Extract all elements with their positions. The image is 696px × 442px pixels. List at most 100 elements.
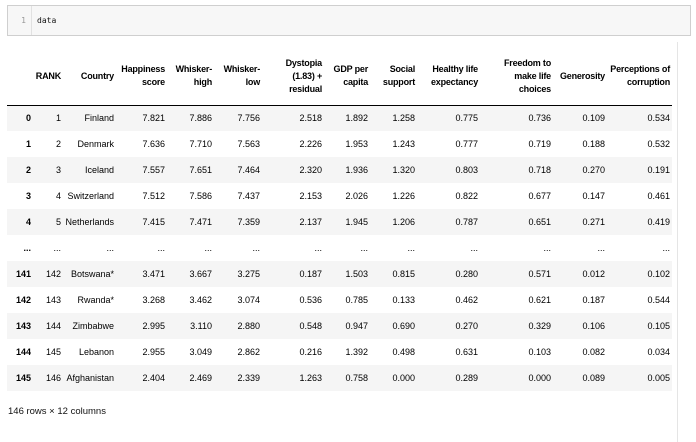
data-cell: 1.206 xyxy=(392,217,415,227)
column-header: Perceptions of corruption xyxy=(607,48,672,106)
data-cell: 0.082 xyxy=(582,347,605,357)
data-cell: 0.498 xyxy=(392,347,415,357)
data-cell: 0.106 xyxy=(582,321,605,331)
data-cell: 0.000 xyxy=(392,373,415,383)
data-cell: 1 xyxy=(55,113,61,124)
data-cell: ... xyxy=(314,243,322,253)
data-cell: 7.710 xyxy=(189,139,212,149)
row-index-cell: 145 xyxy=(15,373,31,383)
index-column-header xyxy=(7,48,33,106)
data-cell: 3.049 xyxy=(189,347,212,357)
data-cell: 0.280 xyxy=(455,269,478,279)
table-row: 145 146 Afghanistan 2.404 2.469 2.339 1.263 0.7… xyxy=(7,365,672,391)
data-cell: 0.787 xyxy=(455,217,478,227)
data-cell: 2.995 xyxy=(142,321,165,331)
data-cell: 0.719 xyxy=(528,139,551,149)
data-cell: 0.187 xyxy=(582,295,605,305)
table-row: 4 5 Netherlands 7.415 7.471 7.359 2.137 1.945 1.… xyxy=(7,209,672,235)
data-cell: ... xyxy=(106,243,114,253)
column-header: Social support xyxy=(370,48,417,106)
data-cell: 0.775 xyxy=(455,113,478,124)
data-cell: 1.892 xyxy=(345,113,368,124)
data-cell: Zimbabwe xyxy=(72,321,114,331)
data-cell: Finland xyxy=(84,113,114,124)
data-cell: 0.102 xyxy=(647,269,670,279)
data-cell: 0.532 xyxy=(647,139,670,149)
data-cell: 2.469 xyxy=(189,373,212,383)
column-header: Freedom to make life choices xyxy=(480,48,553,106)
data-cell: 1.263 xyxy=(299,373,322,383)
data-cell: 0.803 xyxy=(455,165,478,175)
row-index-cell: 1 xyxy=(25,139,31,149)
data-cell: ... xyxy=(204,243,212,253)
data-cell: 0.718 xyxy=(528,165,551,175)
data-cell: 0.690 xyxy=(392,321,415,331)
shape-summary: 146 rows × 12 columns xyxy=(8,406,106,417)
data-cell: 1.945 xyxy=(345,217,368,227)
data-cell: ... xyxy=(662,243,670,253)
data-cell: ... xyxy=(53,243,61,253)
data-cell: 7.651 xyxy=(189,165,212,175)
data-cell: 0.000 xyxy=(528,373,551,383)
data-cell: ... xyxy=(597,243,605,253)
data-cell: ... xyxy=(252,243,260,253)
dataframe-header: RANK Country Happiness score Whisker- high W… xyxy=(7,48,672,106)
table-row: 143 144 Zimbabwe 2.995 3.110 2.880 0.548 0.947 0… xyxy=(7,313,672,339)
data-cell: ... xyxy=(157,243,165,253)
data-cell: 0.651 xyxy=(528,217,551,227)
header-row: RANK Country Happiness score Whisker- high W… xyxy=(7,48,672,106)
data-cell: Switzerland xyxy=(67,191,114,201)
data-cell: 1.320 xyxy=(392,165,415,175)
data-cell: 3.074 xyxy=(237,295,260,305)
table-row: ....................................... xyxy=(7,235,672,261)
data-cell: 7.464 xyxy=(237,165,260,175)
data-cell: 0.005 xyxy=(647,373,670,383)
data-cell: ... xyxy=(360,243,368,253)
data-cell: 0.419 xyxy=(647,217,670,227)
table-row: 141 142 Botswana* 3.471 3.667 3.275 0.187 1.503… xyxy=(7,261,672,287)
line-number: 1 xyxy=(8,6,32,35)
data-cell: Netherlands xyxy=(65,217,114,227)
data-cell: 7.756 xyxy=(237,113,260,124)
row-index-cell: 0 xyxy=(25,113,31,124)
data-cell: 0.462 xyxy=(455,295,478,305)
data-cell: 0.271 xyxy=(582,217,605,227)
row-index-cell: 143 xyxy=(15,321,31,331)
data-cell: 0.621 xyxy=(528,295,551,305)
column-header: Happiness score xyxy=(116,48,167,106)
dataframe-body: 0 1 Finland 7.821 7.886 7.756 2.518 1.892 1.258 0… xyxy=(7,105,672,391)
data-cell: Lebanon xyxy=(78,347,114,357)
data-cell: 0.191 xyxy=(647,165,670,175)
data-cell: 1.243 xyxy=(392,139,415,149)
data-cell: 0.544 xyxy=(647,295,670,305)
data-cell: 2.518 xyxy=(299,113,322,124)
code-text[interactable]: data xyxy=(37,16,57,25)
data-cell: 2.226 xyxy=(299,139,322,149)
data-cell: 3.471 xyxy=(142,269,165,279)
data-cell: 7.437 xyxy=(237,191,260,201)
data-cell: 2.339 xyxy=(237,373,260,383)
code-input-cell[interactable]: 1 data xyxy=(7,5,691,36)
data-cell: 0.270 xyxy=(582,165,605,175)
data-cell: 0.571 xyxy=(528,269,551,279)
data-cell: Botswana* xyxy=(70,269,114,279)
row-index-cell: 141 xyxy=(15,269,31,279)
data-cell: 3.268 xyxy=(142,295,165,305)
data-cell: 0.785 xyxy=(345,295,368,305)
data-cell: 0.534 xyxy=(647,113,670,124)
data-cell: 0.105 xyxy=(647,321,670,331)
table-row: 3 4 Switzerland 7.512 7.586 7.437 2.153 2.026 1.… xyxy=(7,183,672,209)
data-cell: 2.880 xyxy=(237,321,260,331)
column-header: RANK xyxy=(33,48,63,106)
data-cell: 7.563 xyxy=(237,139,260,149)
data-cell: 1.226 xyxy=(392,191,415,201)
data-cell: 0.461 xyxy=(647,191,670,201)
data-cell: 0.289 xyxy=(455,373,478,383)
data-cell: 0.270 xyxy=(455,321,478,331)
data-cell: 1.392 xyxy=(345,347,368,357)
column-header: Healthy life expectancy xyxy=(417,48,480,106)
table-row: 2 3 Iceland 7.557 7.651 7.464 2.320 1.936 1.320 0… xyxy=(7,157,672,183)
data-cell: 2.153 xyxy=(299,191,322,201)
data-cell: 1.258 xyxy=(392,113,415,124)
data-cell: 1.953 xyxy=(345,139,368,149)
